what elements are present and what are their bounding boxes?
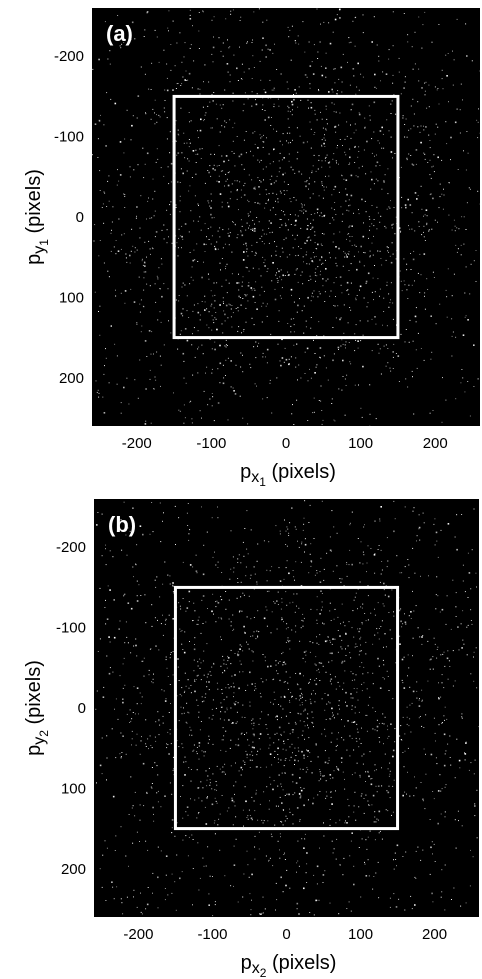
panel-a-label: (a) xyxy=(106,21,133,46)
panel-a-plot-background xyxy=(92,8,480,426)
panel-a-x-tick-label: -100 xyxy=(196,435,226,452)
panel-a-y-axis-title: py1 (pixels) xyxy=(23,169,51,265)
panel-a-x-tick-label: 200 xyxy=(423,435,448,452)
panel-b-plot-background xyxy=(94,499,479,917)
panel-b: (b) -200 -100 0 100 200 -200 -100 0 100 200 px2 (pi… xyxy=(0,489,482,978)
panel-b-x-tick-label: -200 xyxy=(123,926,153,943)
panel-b-x-tick-label: 200 xyxy=(422,926,447,943)
panel-a-x-tick-label: 100 xyxy=(348,435,373,452)
panel-b-y-tick-label: 0 xyxy=(78,700,86,717)
panel-b-speckle xyxy=(95,500,479,917)
panel-b-region-box xyxy=(173,585,400,831)
panel-a-chart: (a) -200 -100 0 100 200 -200 -100 0 100 200 px1 (pi… xyxy=(23,8,480,489)
panel-b-chart: (b) -200 -100 0 100 200 -200 -100 0 100 200 px2 (pi… xyxy=(23,499,479,978)
panel-b-x-tick-label: -100 xyxy=(197,926,227,943)
panel-a-x-tick-label: -200 xyxy=(122,435,152,452)
panel-b-y-tick-label: -100 xyxy=(56,620,86,637)
panel-a-region-box xyxy=(172,94,400,340)
panel-b-y-tick-label: 200 xyxy=(61,861,86,878)
panel-b-x-axis-title: px2 (pixels) xyxy=(241,952,337,978)
panel-a-y-tick-label: 100 xyxy=(59,289,84,306)
panel-b-y-tick-label: 100 xyxy=(61,780,86,797)
panel-b-y-axis-title: py2 (pixels) xyxy=(23,660,51,756)
panel-b-y-tick-label: -200 xyxy=(56,539,86,556)
panel-a-y-tick-label: -100 xyxy=(54,129,84,146)
panel-a-y-tick-label: -200 xyxy=(54,48,84,65)
panel-b-x-tick-label: 100 xyxy=(348,926,373,943)
panel-a-speckle xyxy=(92,8,480,426)
panel-a-x-tick-label: 0 xyxy=(282,435,290,452)
panel-a: (a) -200 -100 0 100 200 -200 -100 0 100 200 px1 (pi… xyxy=(0,0,482,489)
panel-b-label: (b) xyxy=(108,512,136,537)
panel-a-x-axis-title: px1 (pixels) xyxy=(240,461,336,489)
panel-a-y-tick-label: 0 xyxy=(76,209,84,226)
panel-a-y-tick-label: 200 xyxy=(59,370,84,387)
panel-b-x-tick-label: 0 xyxy=(282,926,290,943)
